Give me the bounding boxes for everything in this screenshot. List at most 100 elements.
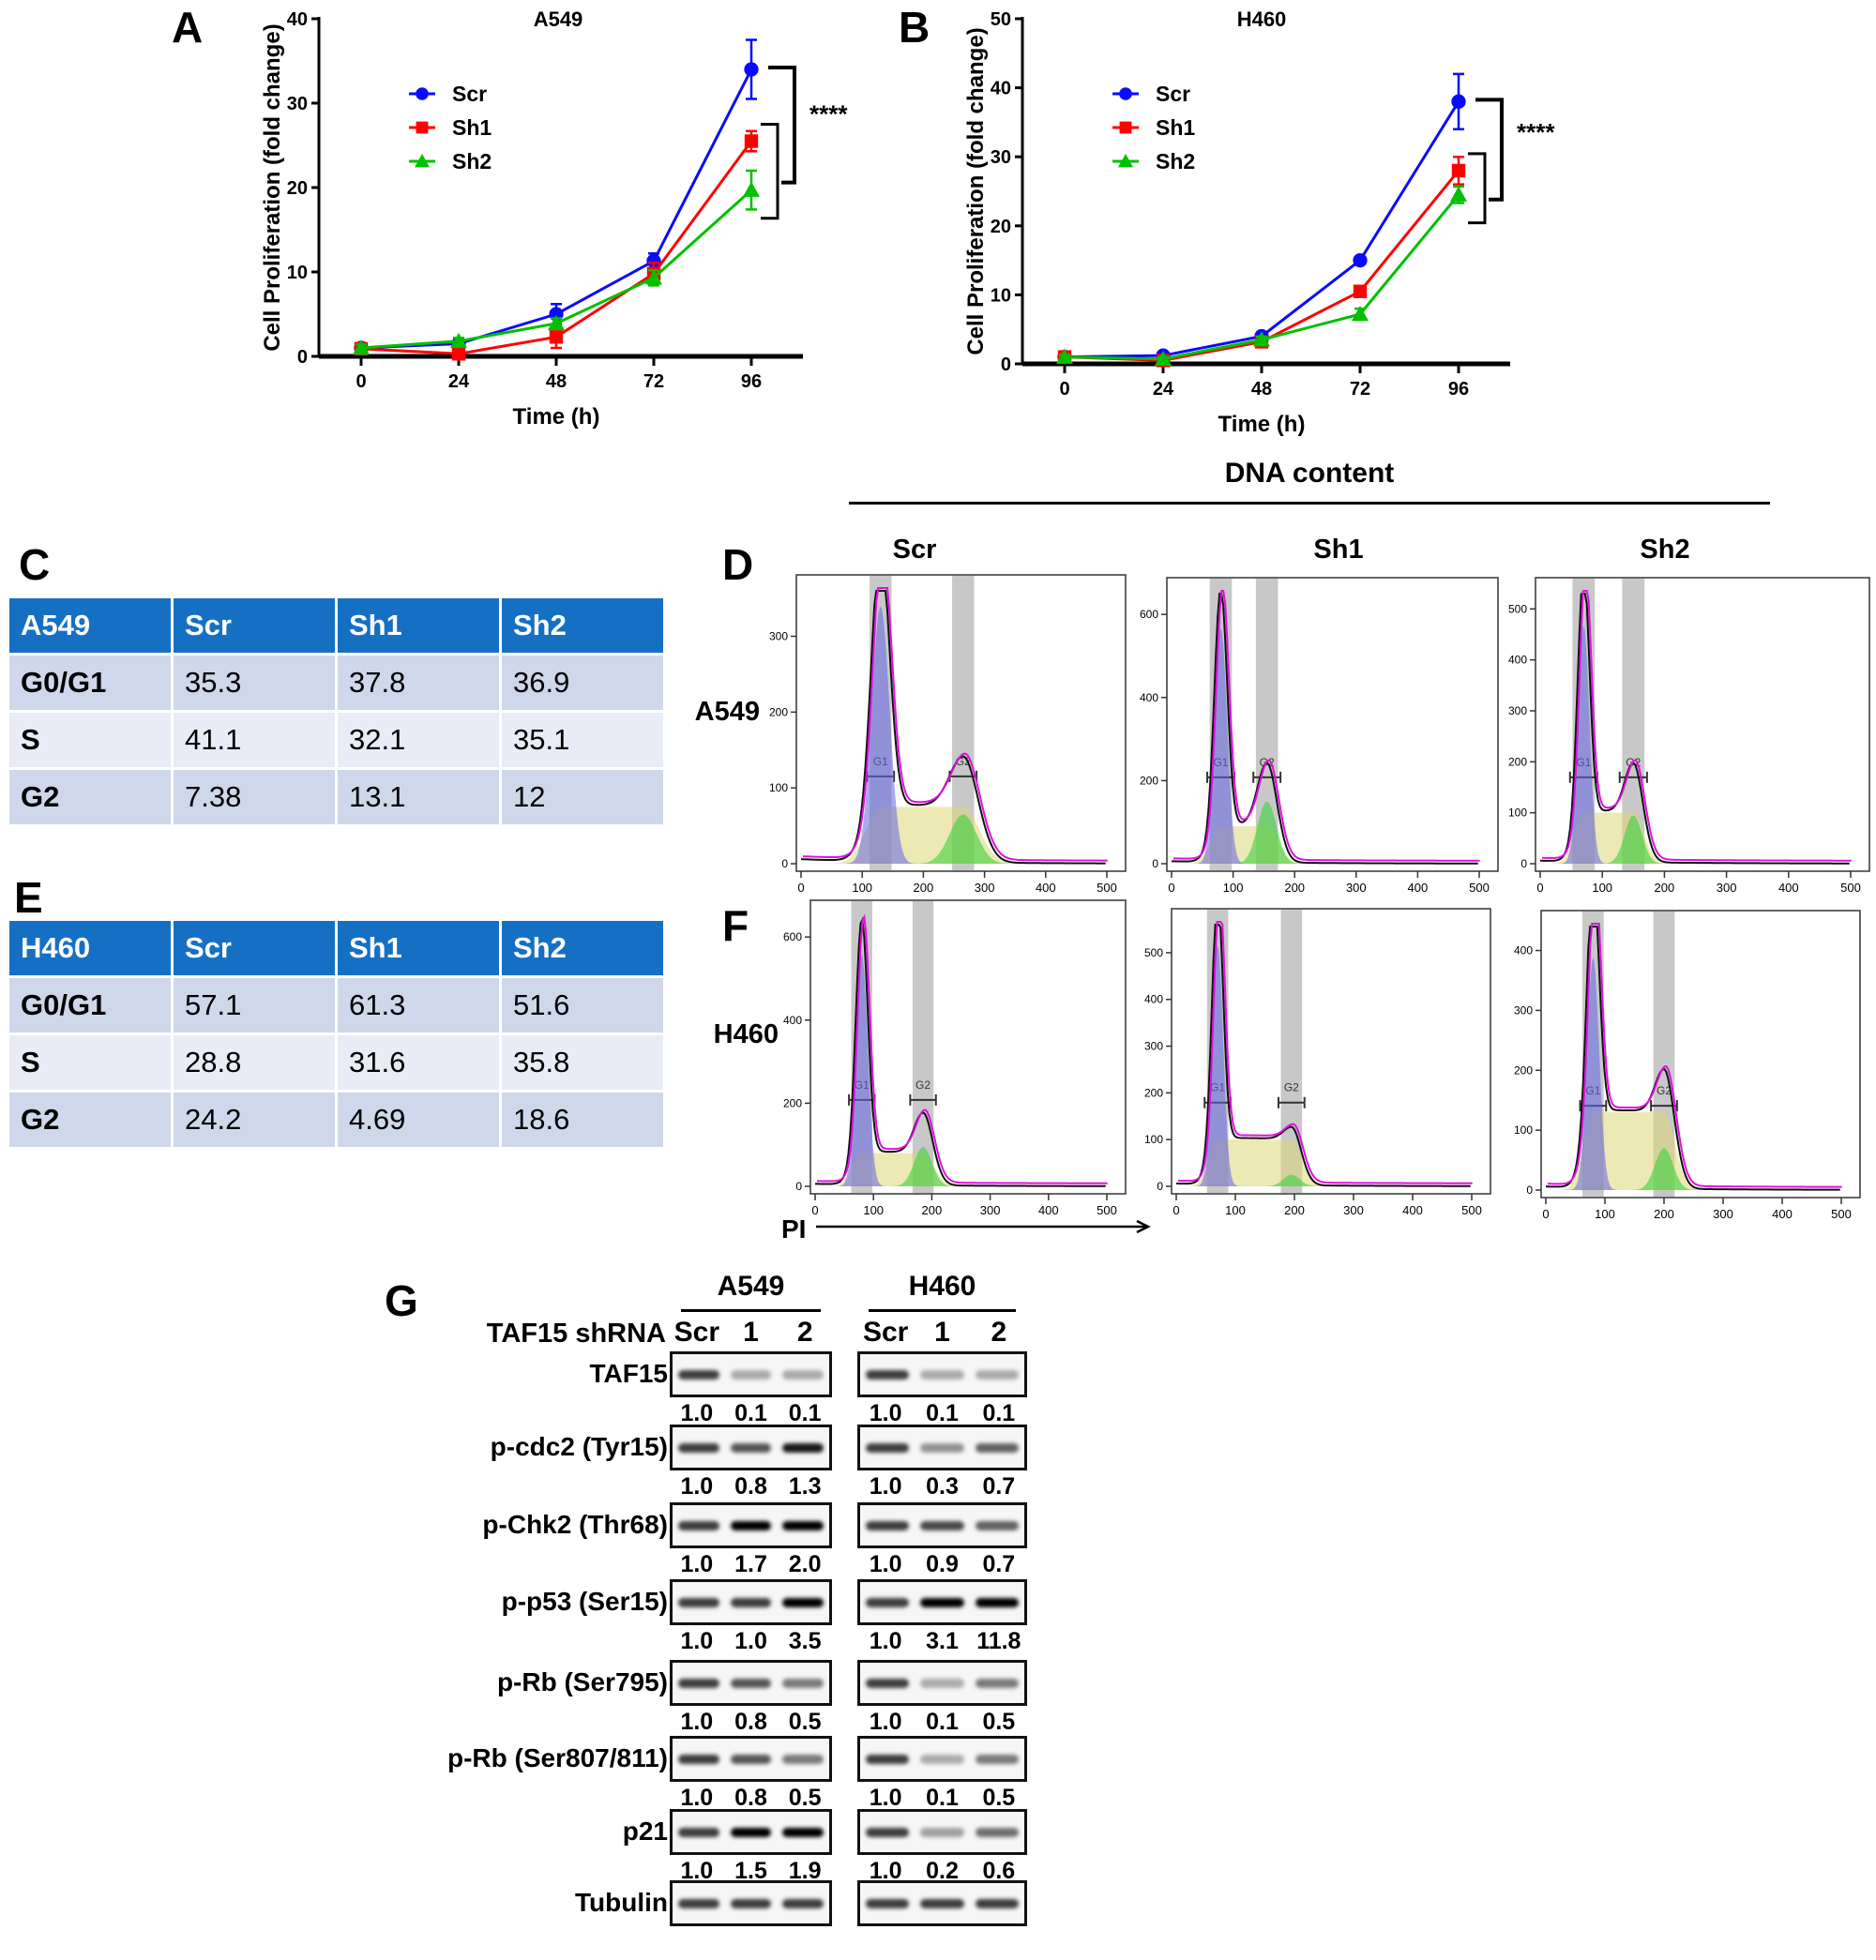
blot-band: [678, 1521, 719, 1530]
table-cell: 57.1: [174, 978, 335, 1033]
gate-marker: [1252, 771, 1282, 783]
table-a549-cell-cycle: A549 Scr Sh1 Sh2 G0/G1 35.3 37.8 36.9 S 41.1 32.1 3…: [7, 596, 666, 827]
table-cell: 7.38: [174, 770, 335, 824]
table-row: G2 7.38 13.1 12: [9, 770, 663, 824]
legend-marker-sh2: [1118, 154, 1133, 168]
data-point-sh1: [1451, 163, 1466, 178]
blot-band: [782, 1755, 824, 1764]
gate-marker: [1618, 771, 1648, 783]
quantification-value: 0.8: [734, 1785, 767, 1811]
column-header-scr: Scr: [893, 535, 937, 565]
y-tick-label: 10: [287, 263, 308, 283]
row-label-a549: A549: [695, 697, 760, 727]
blot-band: [866, 1828, 910, 1837]
blot-band: [782, 1370, 824, 1380]
row-label: S: [9, 713, 171, 767]
significance-bracket-outer: [768, 66, 796, 185]
blot-label: p-cdc2 (Tyr15): [490, 1432, 668, 1461]
quantification-value: 1.0: [869, 1709, 902, 1735]
quantification-value: 1.0: [869, 1473, 902, 1500]
x-tick-label: 300: [1343, 1203, 1364, 1217]
data-point-sh2: [645, 269, 662, 285]
significance-bracket-inner: [1468, 152, 1487, 225]
y-tick-label: 30: [287, 94, 308, 114]
legend-marker-scr: [416, 87, 429, 100]
data-point-sh2: [1352, 306, 1369, 322]
blot-band: [730, 1370, 772, 1380]
g2-phase-fill: [801, 814, 1106, 864]
y-tick-label: 200: [783, 1096, 802, 1109]
histogram-fit-curve: [1541, 590, 1852, 862]
significance-bracket-outer: [1475, 98, 1504, 202]
table-cell: 35.8: [502, 1035, 663, 1090]
x-tick-label: 100: [1225, 1203, 1246, 1217]
histogram-fit-curve: [802, 587, 1108, 862]
histogram-data-curve: [814, 916, 1106, 1187]
line-chart-a549: 0 10 20 30 40 0 24 48 72 96 Time (h) Cell Prolifera…: [260, 8, 848, 430]
table-header-cell: A549: [9, 598, 171, 653]
table-cell: 41.1: [174, 713, 335, 767]
blot-image-a549: [670, 1579, 832, 1625]
y-tick-label: 400: [1514, 944, 1533, 957]
blot-band: [782, 1443, 824, 1453]
x-tick-label: 72: [1350, 379, 1370, 400]
x-tick-label: 500: [1831, 1207, 1852, 1221]
blot-band: [678, 1443, 719, 1453]
table-header-row: A549 Scr Sh1 Sh2: [9, 598, 663, 653]
data-point-scr: [646, 253, 661, 268]
blot-band: [730, 1828, 772, 1837]
table-cell: 37.8: [338, 656, 499, 710]
quantification-value: 0.7: [982, 1473, 1016, 1500]
x-tick-label: 200: [1284, 881, 1305, 895]
g1-phase-fill: [801, 606, 1106, 864]
histogram-data-curve: [1175, 924, 1471, 1187]
blot-band: [730, 1598, 772, 1607]
s-phase-fill: [815, 1153, 1106, 1186]
blot-label: p-Rb (Ser807/811): [447, 1743, 668, 1772]
quantification-value: 0.5: [982, 1785, 1016, 1811]
blot-band: [975, 1370, 1019, 1380]
blot-band: [866, 1521, 910, 1530]
s-phase-fill: [1540, 812, 1850, 864]
quantification-value: 0.5: [788, 1785, 822, 1811]
blot-image-h460: [857, 1660, 1027, 1706]
line-chart-h460: 0 10 20 30 40 50 0 24 48 72 96 Time (h) Cell Prolife…: [963, 8, 1555, 437]
table-header-cell: Scr: [174, 921, 335, 975]
x-tick-label: 24: [448, 371, 470, 392]
column-header-sh1: Sh1: [1313, 535, 1363, 565]
panel-label-f: F: [722, 901, 749, 950]
legend-marker-sh2: [415, 154, 430, 168]
significance-bracket-inner: [761, 123, 779, 220]
x-tick-label: 400: [1038, 1203, 1059, 1217]
blot-image-a549: [670, 1351, 832, 1397]
legend-label-scr: Scr: [1156, 82, 1190, 106]
x-tick-label: 0: [1172, 1203, 1179, 1217]
gate-label: G2: [1657, 1084, 1672, 1097]
x-tick-label: 0: [356, 371, 366, 392]
y-tick-label: 400: [1508, 654, 1527, 667]
histogram-data-curve: [1545, 926, 1840, 1191]
blot-image-h460: [857, 1579, 1027, 1625]
blot-band: [730, 1899, 772, 1908]
y-tick-label: 0: [781, 857, 788, 870]
blot-band: [678, 1755, 719, 1764]
x-tick-label: 300: [975, 881, 995, 895]
gate-label: G2: [1284, 1081, 1299, 1094]
quantification-value: 3.5: [788, 1628, 822, 1654]
panel-label-b: B: [899, 3, 930, 52]
quantification-value: 1.9: [788, 1858, 822, 1884]
x-tick-label: 200: [922, 1203, 943, 1217]
gate-marker: [1277, 1096, 1306, 1108]
legend-marker-scr: [1119, 87, 1132, 100]
x-tick-label: 300: [980, 1203, 1001, 1217]
y-tick-label: 50: [991, 9, 1011, 30]
quantification-value: 0.1: [926, 1785, 959, 1811]
x-tick-label: 100: [1223, 881, 1244, 895]
blot-label: TAF15: [589, 1359, 669, 1388]
y-tick-label: 400: [1140, 691, 1158, 704]
blot-band: [782, 1521, 824, 1530]
quantification-value: 0.2: [926, 1858, 959, 1884]
legend-marker-sh1: [1119, 121, 1132, 134]
blot-band: [920, 1521, 964, 1530]
